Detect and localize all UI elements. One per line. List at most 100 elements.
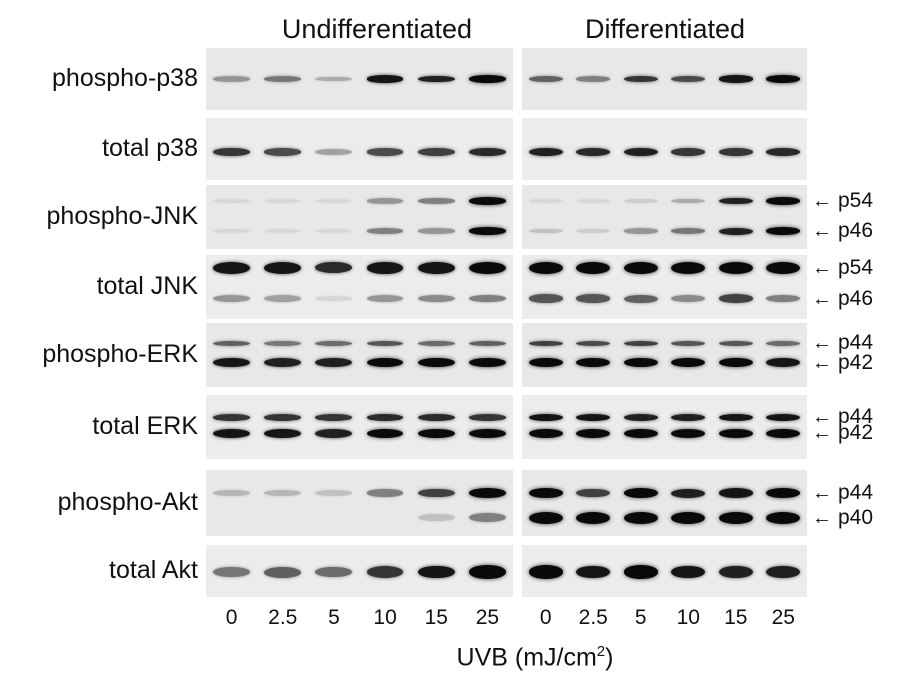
dose-label: 25 xyxy=(771,606,795,629)
protein-band xyxy=(315,76,353,82)
protein-band xyxy=(623,294,658,303)
protein-band xyxy=(718,75,753,83)
arrow-left-icon: ← xyxy=(812,482,832,505)
protein-band xyxy=(315,358,353,368)
protein-band xyxy=(417,428,455,439)
protein-band xyxy=(718,227,753,235)
arrow-left-icon: ← xyxy=(812,287,832,310)
protein-band xyxy=(213,566,250,578)
protein-band xyxy=(213,295,250,303)
protein-band xyxy=(315,198,353,204)
protein-band xyxy=(528,565,563,579)
band-size-label: p46 xyxy=(838,286,874,310)
protein-band xyxy=(213,428,250,439)
row-label: total JNK xyxy=(96,272,198,300)
protein-band xyxy=(623,357,658,368)
protein-band xyxy=(366,198,404,204)
protein-band xyxy=(718,511,753,524)
protein-band xyxy=(315,149,353,156)
band-size-label: p44 xyxy=(838,331,874,355)
protein-band xyxy=(417,294,455,303)
protein-band xyxy=(528,228,563,234)
protein-band xyxy=(213,357,250,368)
protein-band xyxy=(468,428,506,439)
dose-label: 5 xyxy=(634,606,647,629)
dose-label: 2.5 xyxy=(268,606,298,629)
blot-panel xyxy=(206,118,513,180)
protein-band xyxy=(468,197,506,205)
protein-band xyxy=(623,340,658,347)
protein-band xyxy=(623,488,658,498)
protein-band xyxy=(264,76,302,82)
protein-band xyxy=(264,428,302,439)
row-label: total p38 xyxy=(102,134,198,162)
band-size-label: p42 xyxy=(838,350,874,374)
protein-band xyxy=(766,565,801,579)
protein-band xyxy=(528,340,563,347)
protein-band xyxy=(576,428,611,439)
protein-band xyxy=(671,488,706,498)
protein-band xyxy=(417,414,455,421)
band-size-label: p44 xyxy=(838,481,874,505)
dose-label: 10 xyxy=(373,606,397,629)
blot-panel xyxy=(206,185,513,249)
blot-panel xyxy=(206,323,513,387)
protein-band xyxy=(366,75,404,83)
protein-band xyxy=(576,261,611,274)
protein-band xyxy=(417,513,455,522)
band-size-marker: ← p40 xyxy=(812,506,873,530)
group-title-differentiated: Differentiated xyxy=(584,14,746,44)
blot-panel xyxy=(522,545,807,597)
protein-band xyxy=(528,198,563,204)
row-label: phospho-p38 xyxy=(52,64,198,92)
protein-band xyxy=(468,414,506,421)
band-size-label: p42 xyxy=(838,421,874,445)
protein-band xyxy=(718,413,753,421)
protein-band xyxy=(468,565,506,579)
protein-band xyxy=(766,511,801,524)
protein-band xyxy=(718,340,753,347)
protein-band xyxy=(671,565,706,579)
arrow-left-icon: ← xyxy=(812,332,832,355)
protein-band xyxy=(576,148,611,157)
protein-band xyxy=(623,413,658,421)
protein-band xyxy=(766,413,801,421)
protein-band xyxy=(576,340,611,347)
band-size-marker: ← p42 xyxy=(812,421,873,445)
row-label: total ERK xyxy=(92,412,198,440)
protein-band xyxy=(671,511,706,524)
blot-panel xyxy=(522,255,807,319)
protein-band xyxy=(623,198,658,204)
band-size-marker: ← p44 xyxy=(812,331,873,355)
protein-band xyxy=(671,357,706,368)
protein-band xyxy=(671,413,706,421)
band-size-marker: ← p46 xyxy=(812,219,873,243)
band-size-marker: ← p42 xyxy=(812,351,873,375)
blot-panel xyxy=(522,118,807,180)
protein-band xyxy=(623,565,658,579)
protein-band xyxy=(315,262,353,274)
protein-band xyxy=(264,198,302,204)
band-size-label: p46 xyxy=(838,219,874,243)
protein-band xyxy=(264,341,302,346)
band-size-label: p44 xyxy=(838,405,874,429)
protein-band xyxy=(576,76,611,82)
protein-band xyxy=(417,261,455,274)
protein-band xyxy=(417,198,455,204)
protein-band xyxy=(213,148,250,156)
protein-band xyxy=(315,414,353,421)
protein-band xyxy=(417,565,455,579)
protein-band xyxy=(213,228,250,234)
arrow-left-icon: ← xyxy=(812,422,832,445)
row-label: phospho-ERK xyxy=(42,340,198,368)
protein-band xyxy=(528,76,563,82)
protein-band xyxy=(528,294,563,303)
protein-band xyxy=(366,228,404,234)
arrow-left-icon: ← xyxy=(812,506,832,529)
x-axis-title: UVB (mJ/cm2) xyxy=(456,643,614,672)
protein-band xyxy=(213,340,250,346)
protein-band xyxy=(468,227,506,235)
row-label: phospho-Akt xyxy=(57,488,198,516)
protein-band xyxy=(766,197,801,205)
arrow-left-icon: ← xyxy=(812,406,832,429)
